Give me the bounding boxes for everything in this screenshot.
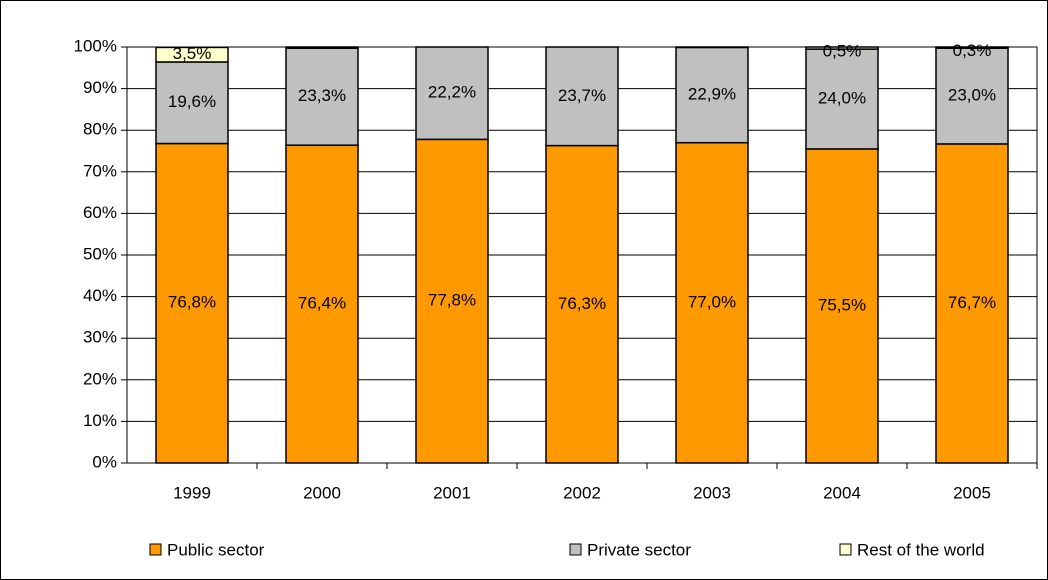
data-label: 22,2% [428,83,476,102]
y-tick-label: 30% [83,328,117,347]
y-tick-label: 50% [83,244,117,263]
data-label: 75,5% [818,295,866,314]
bar-segment [805,48,879,150]
bar-segment [415,46,489,141]
bar-segment [155,46,229,63]
bar-segment [415,138,489,464]
data-label: 0,3% [953,41,992,60]
data-label: 19,6% [168,92,216,111]
y-tick-label: 40% [83,286,117,305]
data-label: 77,0% [688,292,736,311]
data-label: 23,3% [298,86,346,105]
data-label: 76,8% [168,293,216,312]
legend-swatch [839,543,852,556]
y-tick-label: 60% [83,203,117,222]
data-label: 77,8% [428,291,476,310]
x-tick-label: 2003 [693,483,731,502]
bar-segment [935,143,1009,464]
y-tick-label: 10% [83,411,117,430]
bar-segment [285,46,359,49]
y-tick-label: 80% [83,120,117,139]
data-label: 23,0% [948,86,996,105]
data-label: 3,5% [173,44,212,63]
x-tick-label: 2005 [953,483,991,502]
bar-segment [805,46,879,50]
data-label: 76,3% [558,294,606,313]
y-tick-label: 0% [92,452,117,471]
data-label: 22,9% [688,85,736,104]
data-label: 24,0% [818,88,866,107]
bar-segment [545,144,619,464]
bar-segment [285,47,359,146]
data-label: 0,5% [823,42,862,61]
legend-swatch [149,543,162,556]
x-tick-label: 2000 [303,483,341,502]
bar-segment [285,144,359,464]
legend-label: Private sector [587,540,691,559]
y-tick-label: 20% [83,369,117,388]
data-label: 76,7% [948,293,996,312]
x-tick-label: 2001 [433,483,471,502]
y-tick-label: 90% [83,78,117,97]
x-tick-label: 1999 [173,483,211,502]
legend-label: Rest of the world [857,540,985,559]
data-label: 76,4% [298,294,346,313]
bar-segment [935,47,1009,145]
x-tick-label: 2004 [823,483,861,502]
y-tick-label: 70% [83,161,117,180]
legend-label: Public sector [167,540,265,559]
y-tick-label: 100% [74,36,117,55]
bar-segment [675,46,749,144]
bar-segment [935,46,1009,49]
legend-swatch [569,543,582,556]
bar-segment [675,141,749,464]
data-label: 23,7% [558,86,606,105]
bar-segment [545,46,619,147]
x-tick-label: 2002 [563,483,601,502]
bar-segment [805,148,879,464]
